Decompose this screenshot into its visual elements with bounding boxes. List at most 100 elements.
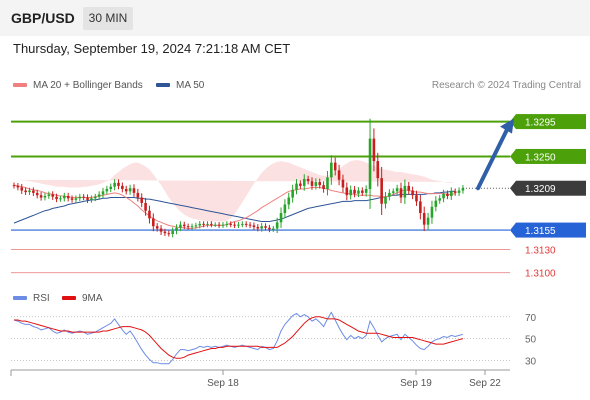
candle-body-22 bbox=[97, 194, 101, 197]
x-tick-label-1: Sep 19 bbox=[400, 378, 432, 389]
current-price-tag bbox=[516, 180, 586, 196]
candle-body-43 bbox=[179, 224, 182, 228]
ma50-swatch bbox=[156, 83, 170, 88]
candle-body-112 bbox=[446, 193, 449, 196]
candle-body-20 bbox=[90, 198, 93, 200]
candle-body-28 bbox=[121, 185, 124, 189]
candle-body-64 bbox=[260, 226, 263, 229]
legend-ma20-label: MA 20 + Bollinger Bands bbox=[33, 80, 143, 91]
candle-body-75 bbox=[302, 178, 306, 186]
candle-body-59 bbox=[241, 223, 244, 225]
candle-body-85 bbox=[341, 179, 345, 188]
candle-body-80 bbox=[322, 185, 325, 189]
candle-body-52 bbox=[213, 224, 217, 226]
candle-body-27 bbox=[117, 182, 120, 186]
candle-body-29 bbox=[124, 189, 128, 192]
legend-rsi-label: RSI bbox=[33, 293, 50, 304]
candle-body-39 bbox=[163, 231, 167, 234]
forecast-arrow-head bbox=[500, 118, 514, 134]
rsi-ma-line bbox=[14, 316, 464, 359]
timeframe-button[interactable]: 30 MIN bbox=[83, 7, 133, 30]
candle-body-7 bbox=[39, 195, 43, 198]
candle-body-1 bbox=[16, 185, 20, 188]
candle-body-13 bbox=[63, 195, 66, 199]
candle-body-6 bbox=[35, 192, 39, 196]
ma20-swatch bbox=[13, 83, 27, 88]
candle-body-76 bbox=[306, 178, 310, 182]
candle-body-9 bbox=[47, 194, 51, 196]
candle-body-90 bbox=[361, 190, 364, 193]
current-price-label: 1.3209 bbox=[525, 184, 556, 195]
candle-body-104 bbox=[415, 195, 418, 202]
candle-body-99 bbox=[395, 188, 399, 192]
legend-ma50-label: MA 50 bbox=[176, 80, 205, 91]
candle-body-101 bbox=[403, 185, 407, 198]
candle-body-110 bbox=[438, 198, 441, 201]
candle-body-42 bbox=[175, 227, 178, 231]
candle-body-33 bbox=[140, 197, 144, 203]
candle-body-77 bbox=[310, 181, 314, 186]
candle-body-37 bbox=[155, 226, 159, 229]
rsi-tick-1: 50 bbox=[525, 335, 537, 346]
candle-body-45 bbox=[186, 226, 190, 228]
candle-body-62 bbox=[252, 225, 256, 227]
legend-rsi: RSI bbox=[13, 293, 50, 304]
candle-body-74 bbox=[299, 183, 302, 186]
forecast-arrow-shaft bbox=[476, 125, 510, 191]
header-bar: GBP/USD 30 MIN bbox=[0, 0, 590, 36]
level-label-4: 1.3100 bbox=[525, 269, 556, 280]
legend-rsi-ma-label: 9MA bbox=[82, 293, 103, 304]
candle-body-0 bbox=[12, 185, 16, 187]
candle-body-84 bbox=[337, 170, 341, 180]
chart-timestamp: Thursday, September 19, 2024 7:21:18 AM … bbox=[13, 41, 291, 56]
candle-body-49 bbox=[202, 223, 205, 225]
candle-body-25 bbox=[109, 186, 113, 189]
candle-body-72 bbox=[291, 189, 294, 198]
candle-body-11 bbox=[55, 196, 58, 200]
rsi-swatch bbox=[13, 296, 27, 301]
candle-body-69 bbox=[279, 213, 283, 223]
level-label-2: 1.3155 bbox=[525, 226, 556, 237]
candle-body-78 bbox=[314, 182, 318, 186]
candle-body-24 bbox=[105, 189, 109, 192]
legend-ma50: MA 50 bbox=[156, 80, 204, 91]
candle-body-114 bbox=[453, 191, 457, 193]
candle-body-44 bbox=[182, 224, 186, 227]
candle-body-30 bbox=[128, 188, 132, 192]
candle-body-67 bbox=[271, 228, 275, 230]
candle-body-16 bbox=[74, 198, 78, 200]
candle-body-88 bbox=[353, 189, 356, 194]
level-tag-2 bbox=[516, 222, 586, 238]
rsi-tick-2: 30 bbox=[525, 357, 537, 368]
symbol-title: GBP/USD bbox=[11, 10, 75, 26]
candle-body-107 bbox=[426, 217, 430, 225]
candle-body-50 bbox=[206, 223, 209, 225]
candle-body-92 bbox=[368, 138, 372, 189]
candle-body-2 bbox=[20, 187, 24, 191]
level-tag-0 bbox=[516, 114, 586, 130]
candle-body-109 bbox=[434, 200, 438, 207]
candle-body-23 bbox=[101, 191, 105, 195]
candle-body-100 bbox=[399, 188, 403, 198]
bollinger-band bbox=[14, 160, 456, 222]
candle-body-31 bbox=[132, 188, 136, 193]
rsi-line bbox=[13, 311, 464, 365]
current-price-tag-tip bbox=[510, 180, 516, 196]
candle-body-57 bbox=[233, 224, 236, 226]
candle-body-89 bbox=[357, 190, 360, 194]
candle-body-47 bbox=[194, 225, 198, 227]
candle-body-15 bbox=[70, 198, 74, 200]
candle-body-17 bbox=[78, 196, 82, 199]
candle-body-26 bbox=[113, 182, 116, 187]
level-label-1: 1.3250 bbox=[525, 152, 556, 163]
candle-body-61 bbox=[248, 224, 252, 226]
candle-body-46 bbox=[190, 226, 194, 228]
x-tick-label-2: Sep 22 bbox=[469, 378, 501, 389]
candle-body-34 bbox=[144, 202, 147, 211]
candle-body-21 bbox=[93, 196, 97, 199]
candle-body-98 bbox=[391, 191, 395, 193]
candle-body-102 bbox=[407, 185, 411, 191]
candles bbox=[12, 118, 465, 238]
